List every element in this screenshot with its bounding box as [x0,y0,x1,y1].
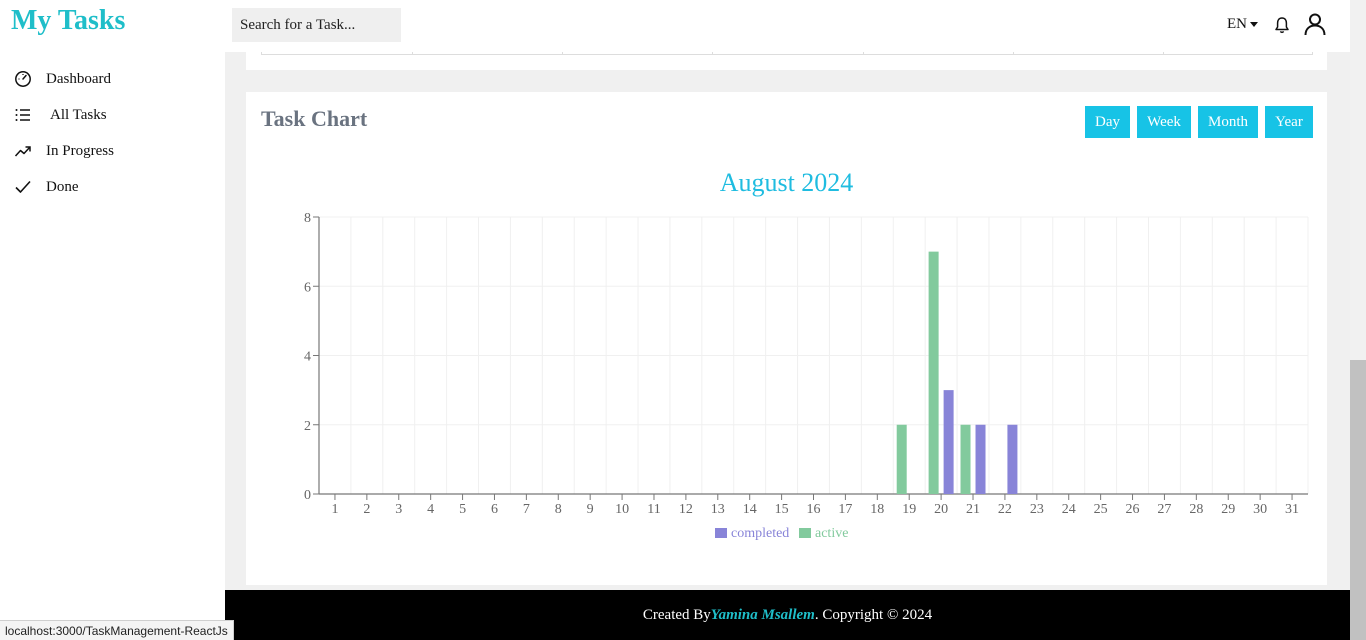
bar-completed [975,424,986,494]
x-tick-label: 30 [1253,502,1267,517]
sidebar-item-label: Done [46,178,79,195]
table-column-divider [712,52,713,55]
y-tick-label: 0 [304,488,311,503]
x-tick-label: 29 [1221,502,1235,517]
week-button[interactable]: Week [1137,106,1191,138]
y-tick-label: 2 [304,419,311,434]
month-button[interactable]: Month [1198,106,1258,138]
x-tick-label: 31 [1285,502,1299,517]
x-tick-label: 5 [459,502,466,517]
table-column-divider [1013,52,1014,55]
trending-up-icon [14,146,31,157]
list-icon [15,109,30,121]
x-tick-label: 25 [1094,502,1108,517]
browser-status-bar: localhost:3000/TaskManagement-ReactJs [0,620,234,640]
x-tick-label: 4 [427,502,434,517]
footer-copyright: . Copyright © 2024 [814,606,933,623]
sidebar-item-all-tasks[interactable]: All Tasks [0,100,225,130]
bar-completed [943,390,954,494]
x-tick-label: 7 [523,502,530,517]
x-tick-label: 11 [647,502,660,517]
x-tick-label: 26 [1126,502,1140,517]
caret-down-icon [1250,22,1258,27]
x-tick-label: 18 [870,502,884,517]
sidebar-item-in-progress[interactable]: In Progress [0,136,225,166]
app-title[interactable]: My Tasks [11,5,126,36]
search-input[interactable] [232,8,401,42]
chart-title: August 2024 [719,168,854,197]
bar-completed [1007,424,1018,494]
x-tick-label: 9 [587,502,594,517]
check-icon [15,180,31,193]
x-tick-label: 27 [1157,502,1171,517]
top-header: My Tasks EN [0,0,1350,52]
legend-label-active: active [815,526,848,541]
y-tick-label: 6 [304,280,311,295]
language-label: EN [1227,16,1247,32]
legend-swatch-active [799,528,811,538]
x-tick-label: 8 [555,502,562,517]
sidebar-item-dashboard[interactable]: Dashboard [0,64,225,94]
x-tick-label: 20 [934,502,948,517]
footer-author-link[interactable]: Yamina Msallem [710,606,815,623]
x-tick-label: 12 [679,502,693,517]
bar-active [960,424,971,494]
user-icon[interactable] [1303,12,1327,36]
legend-label-completed: completed [731,526,789,541]
table-column-divider [412,52,413,55]
bar-active [896,424,907,494]
x-tick-label: 6 [491,502,498,517]
footer-prefix: Created By [642,606,711,623]
x-tick-label: 10 [615,502,629,517]
x-tick-label: 2 [363,502,370,517]
table-column-divider [1163,52,1164,55]
x-tick-label: 3 [395,502,402,517]
day-button[interactable]: Day [1085,106,1130,138]
table-column-divider [863,52,864,55]
x-tick-label: 24 [1062,502,1076,517]
x-tick-label: 15 [775,502,789,517]
x-tick-label: 13 [711,502,725,517]
x-tick-label: 23 [1030,502,1044,517]
table-column-divider [562,52,563,55]
card-title: Task Chart [261,106,368,131]
main-content: 0 2 4 6 8 1 2 3 4 5 6 7 8 9 10 11 12 13 14 15 16 17 18 19 20 21 22… [225,52,1350,590]
year-button[interactable]: Year [1265,106,1313,138]
x-tick-label: 17 [838,502,852,517]
sidebar-item-label: All Tasks [50,106,107,123]
task-chart-card: 0 2 4 6 8 1 2 3 4 5 6 7 8 9 10 11 12 13 14 15 16 17 18 19 20 21 22… [246,92,1327,585]
x-tick-label: 19 [902,502,916,517]
sidebar-item-label: In Progress [46,142,114,159]
sidebar: Dashboard All Tasks In Progress Done [0,52,225,640]
language-dropdown[interactable]: EN [1227,16,1258,33]
bar-active [928,251,939,494]
x-tick-label: 1 [331,502,338,517]
y-tick-label: 8 [304,211,311,226]
page-scrollbar[interactable] [1350,0,1366,640]
scrollbar-thumb[interactable] [1350,360,1366,640]
tasks-table-bottom [261,52,1313,55]
x-tick-label: 22 [998,502,1012,517]
bell-icon[interactable] [1274,16,1290,34]
x-tick-label: 28 [1189,502,1203,517]
dashboard-icon [15,71,31,87]
y-tick-label: 4 [304,350,311,365]
tasks-table-card [246,52,1327,70]
legend-swatch-completed [715,528,727,538]
sidebar-item-done[interactable]: Done [0,172,225,202]
footer: Created By Yamina Msallem. Copyright © 20… [225,590,1350,640]
sidebar-item-label: Dashboard [46,70,111,87]
x-tick-label: 14 [743,502,757,517]
x-tick-label: 21 [966,502,980,517]
x-tick-label: 16 [807,502,821,517]
